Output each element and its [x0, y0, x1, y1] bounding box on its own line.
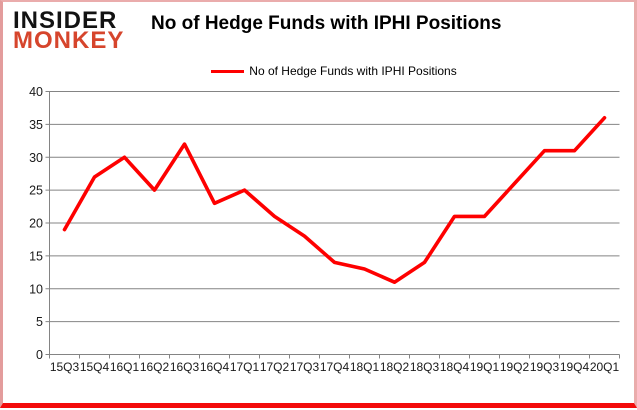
y-axis-tick-label: 35 — [29, 118, 43, 132]
chart-svg: 0 5 10 15 20 25 30 35 40 15Q3 15Q4 16Q1 16Q2 16Q3 16Q4… — [29, 85, 620, 374]
logo-line2: MONKEY — [13, 27, 125, 55]
y-axis-tick-label: 10 — [29, 282, 43, 296]
x-axis-tick-label: 16Q3 — [170, 360, 200, 374]
x-axis-tick-label: 19Q3 — [530, 360, 560, 374]
x-axis-tick-label: 15Q3 — [50, 360, 80, 374]
y-axis-tick-label: 20 — [29, 217, 43, 231]
x-axis-tick-label: 18Q2 — [380, 360, 410, 374]
x-axis-tick-label: 16Q1 — [110, 360, 140, 374]
insider-monkey-logo: INSIDER MONKEY — [13, 7, 125, 55]
x-axis-tick-label: 16Q4 — [200, 360, 230, 374]
x-axis-tick-label: 18Q4 — [440, 360, 470, 374]
y-axis-tick-label: 5 — [36, 315, 43, 329]
legend: No of Hedge Funds with IPHI Positions — [49, 63, 619, 79]
chart-title: No of Hedge Funds with IPHI Positions — [151, 13, 502, 34]
x-axis-tick-label: 17Q2 — [260, 360, 290, 374]
x-axis-tick-label: 17Q4 — [320, 360, 350, 374]
x-axis-tick-label: 15Q4 — [80, 360, 110, 374]
x-axis-tick-label: 17Q3 — [290, 360, 320, 374]
y-axis-tick-label: 40 — [29, 85, 43, 99]
series-line — [62, 116, 607, 285]
y-axis-tick-label: 25 — [29, 184, 43, 198]
legend-label: No of Hedge Funds with IPHI Positions — [249, 64, 457, 78]
x-axis-tick-label: 19Q1 — [470, 360, 500, 374]
y-axis-tick-label: 0 — [36, 348, 43, 362]
x-axis-tick-label: 18Q1 — [350, 360, 380, 374]
x-axis-tick-label: 19Q4 — [560, 360, 590, 374]
legend-line-swatch — [211, 69, 245, 73]
x-axis-tick-label: 20Q1 — [590, 360, 620, 374]
x-axis-tick-label: 18Q3 — [410, 360, 440, 374]
logo-line1: INSIDER — [13, 7, 118, 34]
y-axis-tick-label: 15 — [29, 249, 43, 263]
x-axis-tick-label: 19Q2 — [500, 360, 530, 374]
x-axis-tick-label: 17Q1 — [230, 360, 260, 374]
y-axis-tick-label: 30 — [29, 151, 43, 165]
x-axis-tick-label: 16Q2 — [140, 360, 170, 374]
